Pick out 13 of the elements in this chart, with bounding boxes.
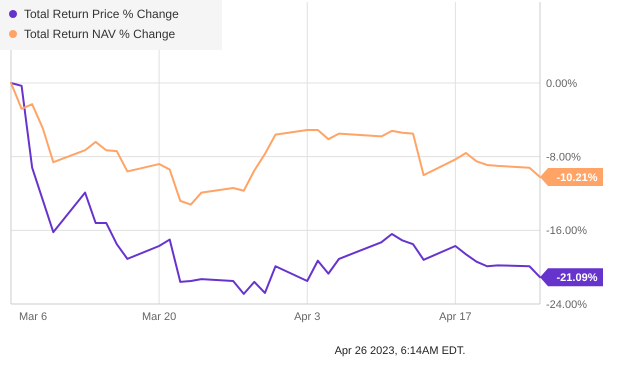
annotation: -10.21% [556,172,598,184]
y-tick-label: -24.00% [546,298,588,311]
x-tick-label: Apr 3 [294,311,320,323]
x-tick-label: Mar 6 [18,311,48,323]
y-tick-label: -8.00% [546,152,582,164]
legend-label: Total Return NAV % Change [24,27,176,41]
legend-label: Total Return Price % Change [24,7,180,21]
x-tick-label: Mar 20 [142,311,176,323]
y-tick-label: 0.00% [546,78,578,90]
text: Apr 26 2023, 6:14AM EDT. [334,345,466,357]
y-tick-label: -16.00% [546,225,588,238]
annotation: -21.09% [556,272,598,284]
x-tick-label: Apr 17 [439,311,472,323]
